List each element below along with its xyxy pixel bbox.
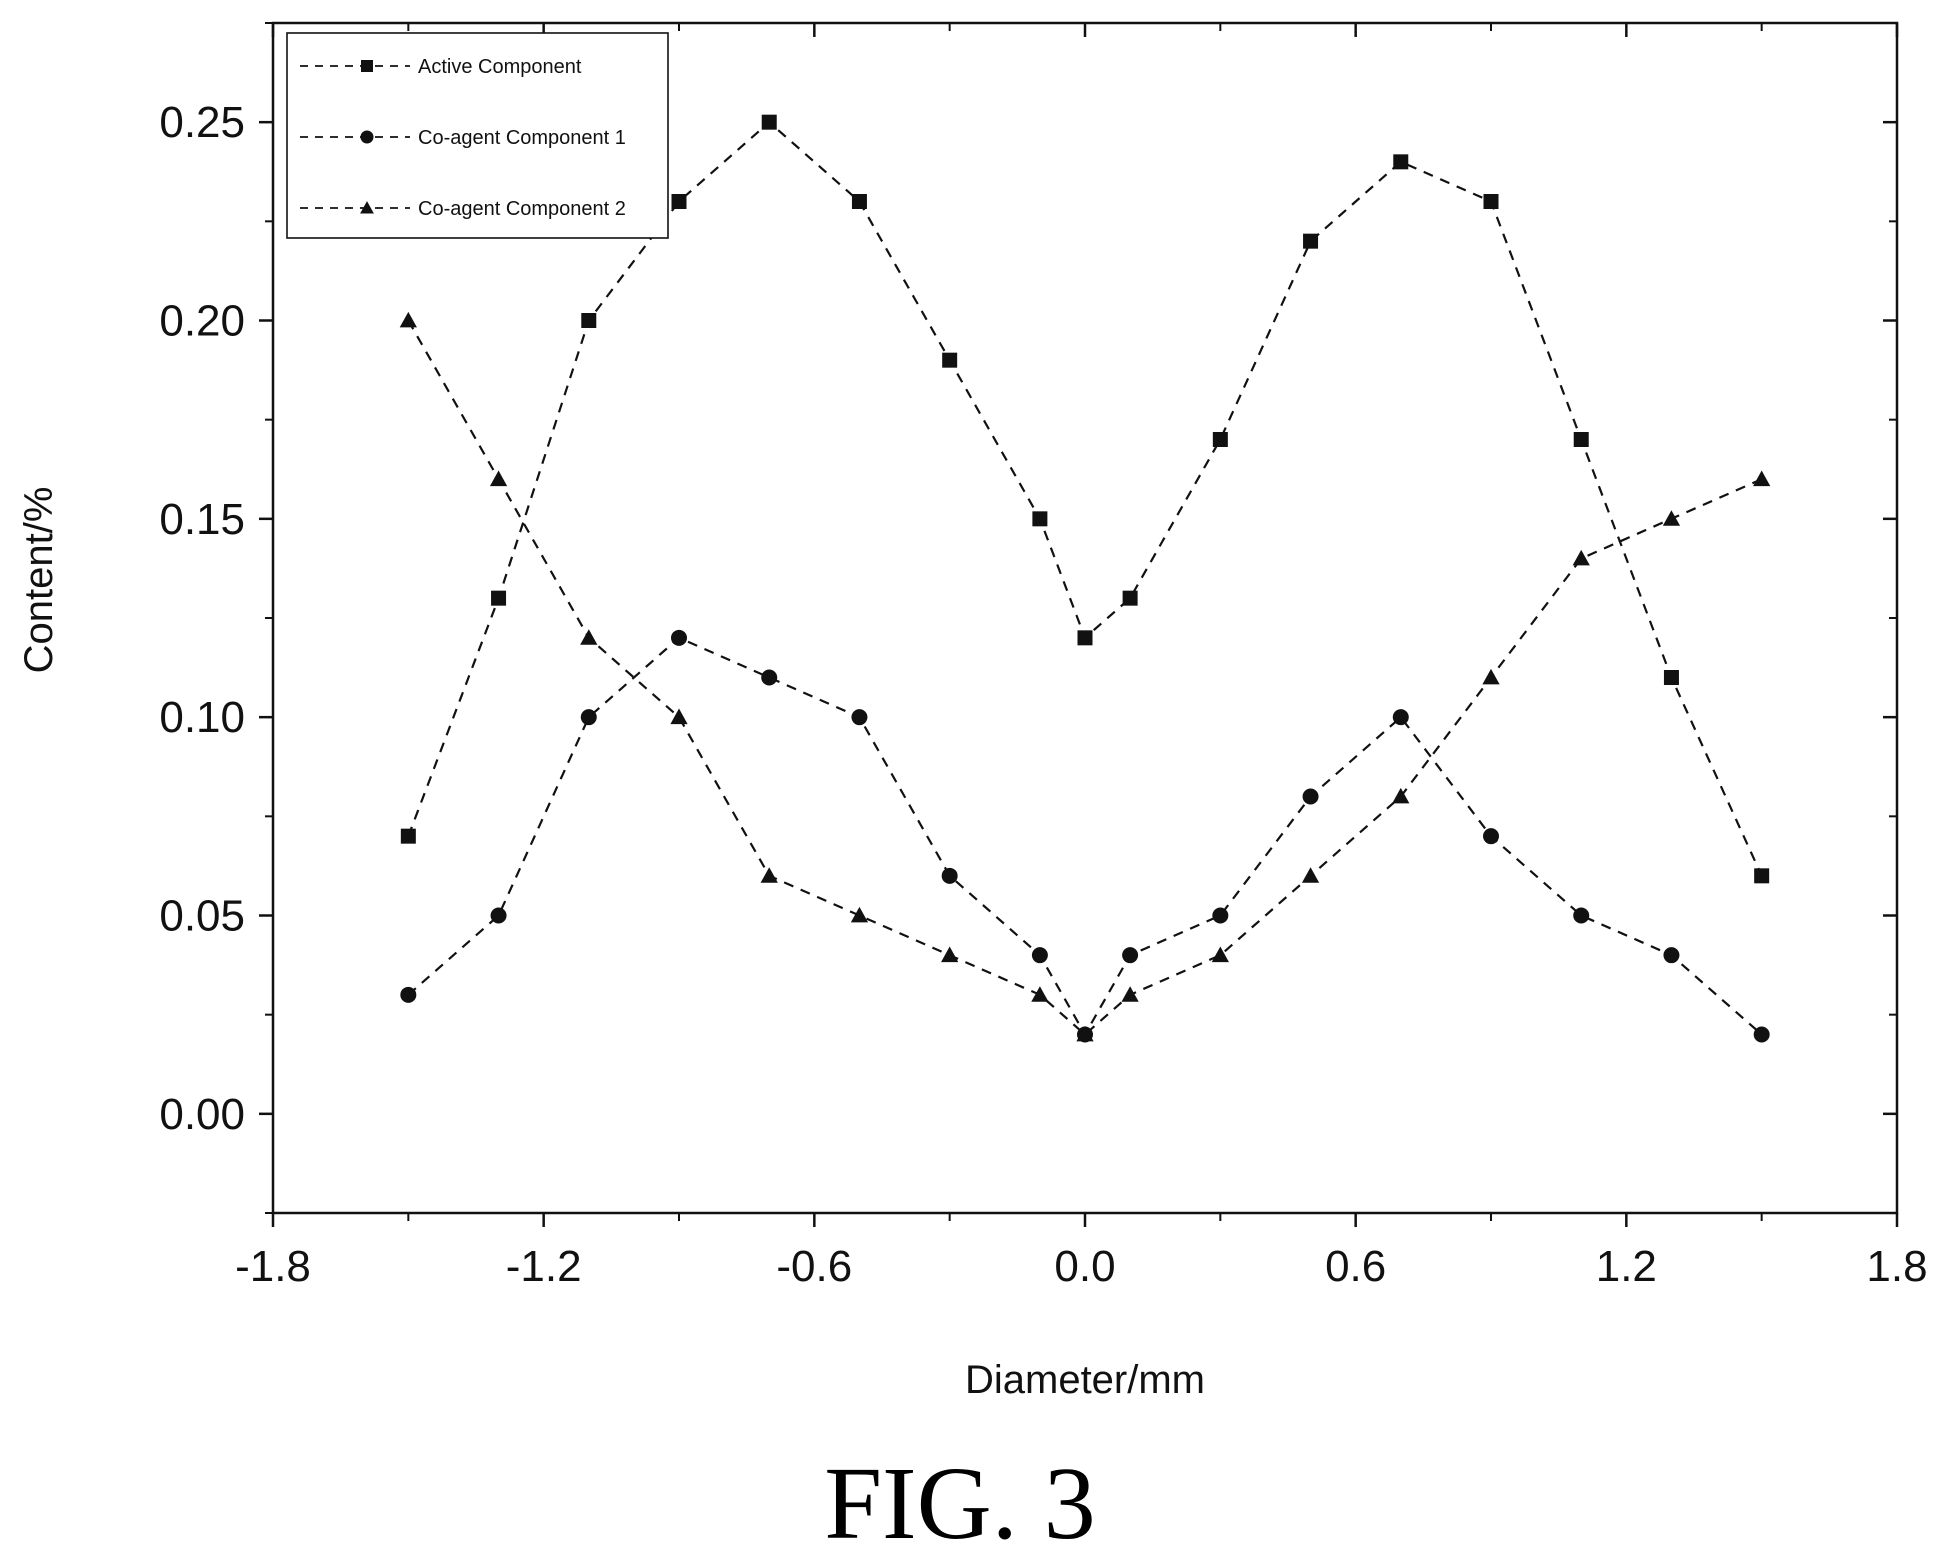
data-point-active-component xyxy=(1663,670,1679,685)
data-point-active-component xyxy=(1393,154,1409,170)
legend-marker-square xyxy=(361,60,373,72)
data-point-co-agent-component-2 xyxy=(760,867,778,883)
data-point-co-agent-component-1 xyxy=(400,986,417,1003)
legend-item-active-component: Active Component xyxy=(300,56,582,78)
figure-caption: FIG. 3 xyxy=(824,1446,1096,1552)
data-point-co-agent-component-1 xyxy=(490,907,507,924)
y-tick-label: 0.00 xyxy=(159,1090,245,1139)
y-tick-label: 0.10 xyxy=(159,693,245,742)
data-point-active-component xyxy=(581,313,597,328)
data-point-active-component xyxy=(761,114,777,130)
legend-item-co-agent-component-1: Co-agent Component 1 xyxy=(300,127,626,149)
data-point-active-component xyxy=(851,194,867,209)
x-tick-label: -1.2 xyxy=(506,1242,582,1291)
legend-marker-circle xyxy=(360,130,374,144)
data-point-co-agent-component-2 xyxy=(399,311,417,328)
legend-marker-triangle xyxy=(360,201,374,214)
series-line-co-agent-component-1 xyxy=(407,636,1763,1037)
legend: Active Component Co-agent Component 1 Co-a… xyxy=(286,32,669,239)
data-point-co-agent-component-1 xyxy=(1573,907,1590,924)
data-point-active-component xyxy=(1303,233,1319,249)
data-point-active-component xyxy=(1483,194,1499,209)
data-point-co-agent-component-2 xyxy=(1031,986,1049,1002)
data-point-co-agent-component-1 xyxy=(1663,947,1680,964)
x-tick-label: 0.0 xyxy=(1054,1242,1115,1291)
data-point-active-component xyxy=(1032,511,1048,527)
data-point-co-agent-component-2 xyxy=(489,470,508,487)
axis-ticks xyxy=(259,22,1899,1227)
y-tick-label: 0.25 xyxy=(159,98,245,147)
series-layer xyxy=(399,114,1771,1043)
data-point-co-agent-component-2 xyxy=(1121,986,1139,1002)
y-tick-label: 0.15 xyxy=(159,495,245,544)
data-point-active-component xyxy=(942,352,958,368)
data-point-co-agent-component-1 xyxy=(1483,828,1499,845)
data-point-active-component xyxy=(1122,590,1138,606)
series-co-agent-component-2 xyxy=(399,311,1771,1042)
legend-label: Co-agent Component 2 xyxy=(418,198,626,220)
data-point-co-agent-component-2 xyxy=(670,708,688,725)
data-point-active-component xyxy=(1754,868,1770,884)
data-point-co-agent-component-1 xyxy=(851,709,868,726)
data-point-co-agent-component-2 xyxy=(1076,1025,1094,1042)
series-active-component xyxy=(400,114,1770,884)
data-point-co-agent-component-2 xyxy=(1753,470,1771,487)
data-point-co-agent-component-2 xyxy=(941,946,959,963)
data-point-co-agent-component-1 xyxy=(1392,709,1409,726)
data-point-active-component xyxy=(1212,432,1228,447)
x-tick-label: -1.8 xyxy=(235,1242,311,1291)
data-point-active-component xyxy=(671,194,687,209)
data-point-co-agent-component-1 xyxy=(761,669,778,686)
data-point-co-agent-component-1 xyxy=(580,709,597,726)
data-point-active-component xyxy=(400,828,416,844)
legend-label: Active Component xyxy=(418,56,582,78)
data-point-co-agent-component-2 xyxy=(850,906,869,923)
data-point-co-agent-component-2 xyxy=(1572,549,1590,566)
x-tick-label: 1.2 xyxy=(1596,1242,1657,1291)
x-tick-labels: -1.8 -1.2 -0.6 0.0 0.6 1.2 1.8 xyxy=(235,1242,1928,1291)
x-tick-label: 1.8 xyxy=(1866,1242,1927,1291)
data-point-active-component xyxy=(1077,630,1093,646)
data-point-co-agent-component-2 xyxy=(1482,668,1500,685)
data-point-active-component xyxy=(491,590,507,606)
legend-box xyxy=(286,32,669,239)
data-point-co-agent-component-1 xyxy=(671,629,687,646)
y-tick-labels: 0.00 0.05 0.10 0.15 0.20 0.25 xyxy=(159,98,245,1139)
data-point-co-agent-component-2 xyxy=(1662,510,1681,526)
data-point-co-agent-component-1 xyxy=(1122,947,1139,964)
y-axis-title: Content/% xyxy=(17,487,61,674)
series-co-agent-component-1 xyxy=(400,629,1770,1043)
data-point-active-component xyxy=(1573,432,1589,447)
y-tick-label: 0.20 xyxy=(159,297,245,346)
x-tick-label: 0.6 xyxy=(1325,1242,1386,1291)
series-line-co-agent-component-2 xyxy=(407,319,1763,1036)
x-tick-label: -0.6 xyxy=(776,1242,852,1291)
data-point-co-agent-component-1 xyxy=(1302,788,1319,805)
data-point-co-agent-component-1 xyxy=(1753,1026,1770,1043)
data-point-co-agent-component-1 xyxy=(1212,907,1229,924)
data-point-co-agent-component-2 xyxy=(580,629,598,645)
x-axis-title: Diameter/mm xyxy=(965,1358,1205,1402)
data-point-co-agent-component-2 xyxy=(1211,946,1229,963)
data-point-co-agent-component-2 xyxy=(1301,867,1320,883)
y-tick-label: 0.05 xyxy=(159,892,245,941)
legend-item-co-agent-component-2: Co-agent Component 2 xyxy=(300,198,626,220)
legend-label: Co-agent Component 1 xyxy=(418,127,626,149)
data-point-co-agent-component-1 xyxy=(941,867,958,884)
data-point-co-agent-component-2 xyxy=(1392,787,1410,804)
data-point-co-agent-component-1 xyxy=(1031,947,1048,964)
